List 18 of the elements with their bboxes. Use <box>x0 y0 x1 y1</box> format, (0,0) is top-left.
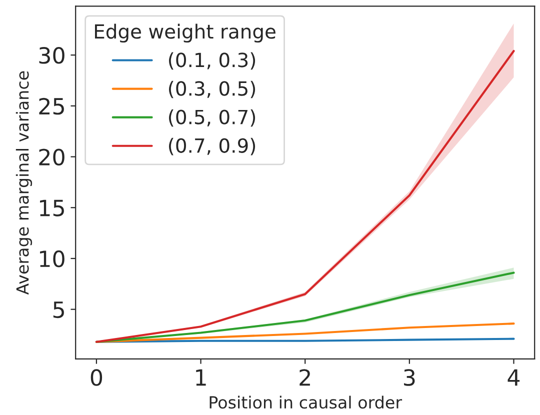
y-tick-label: 15 <box>40 200 64 216</box>
legend-label: (0.3, 0.5) <box>169 80 256 98</box>
x-axis-title: Position in causal order <box>210 396 402 409</box>
x-tick-label: 3 <box>404 369 415 386</box>
y-tick-label: 10 <box>40 250 64 268</box>
legend-title: Edge weight range <box>95 24 276 43</box>
y-axis-title: Average marginal variance <box>16 71 32 295</box>
legend-label: (0.7, 0.9) <box>169 138 256 156</box>
y-tick-label: 30 <box>39 47 64 64</box>
x-tick-label: 1 <box>196 369 206 386</box>
legend-label: (0.5, 0.7) <box>169 109 256 127</box>
y-tick-label: 25 <box>39 98 64 115</box>
y-tick-label: 20 <box>39 148 64 166</box>
x-tick-label: 4 <box>508 369 520 386</box>
y-tick-label: 5 <box>53 302 64 318</box>
x-tick-label: 0 <box>90 369 102 386</box>
x-tick-label: 2 <box>300 369 310 386</box>
legend-label: (0.1, 0.3) <box>169 52 256 70</box>
